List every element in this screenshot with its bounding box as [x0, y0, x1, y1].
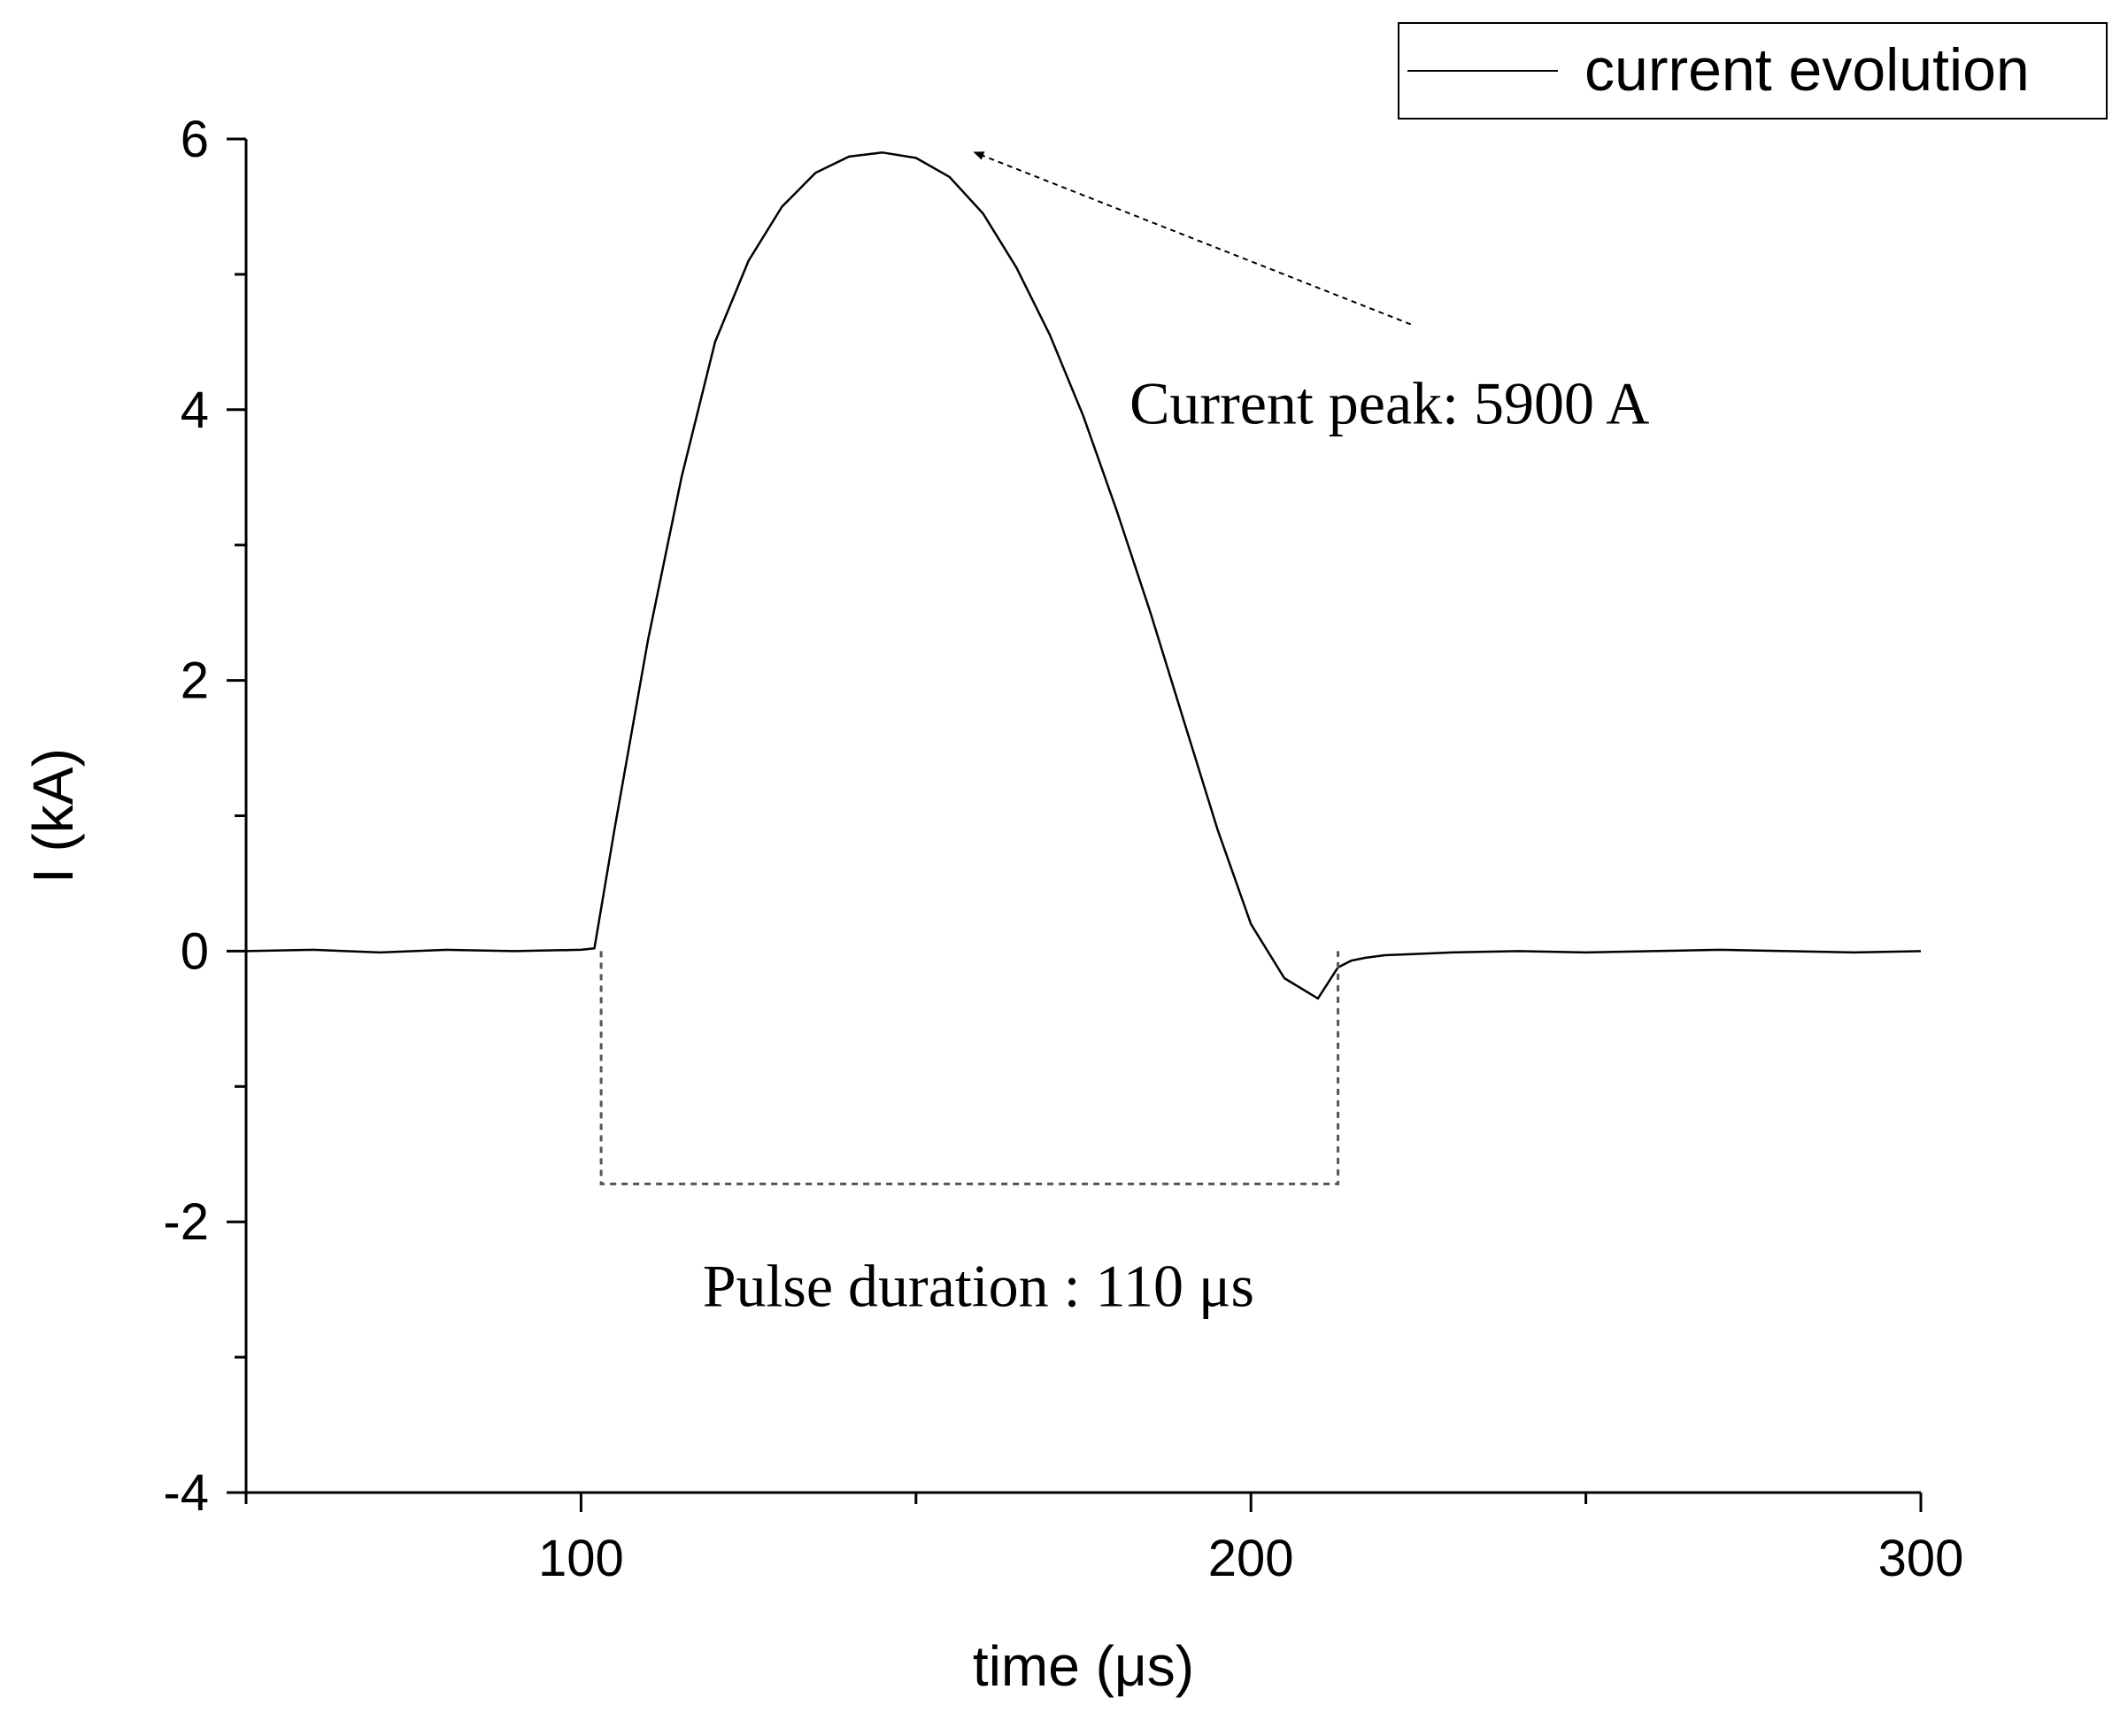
series-line-current-evolution [245, 151, 1922, 1000]
y-tick-label: 6 [181, 111, 209, 168]
y-tick-label: 0 [181, 922, 209, 980]
y-tick-label: 2 [181, 652, 209, 710]
legend-label-current-evolution: current evolution [1584, 36, 2030, 104]
annotation-pulse-duration: Pulse duration : 110 μs [599, 951, 1340, 1320]
x-tick-label: 200 [1208, 1530, 1294, 1587]
x-tick-label: 300 [1878, 1530, 1964, 1587]
series-group [245, 151, 1922, 1000]
y-tick-label: 4 [181, 382, 209, 439]
y-tick-label: -2 [163, 1193, 209, 1251]
legend: current evolution [1398, 22, 2108, 120]
y-axis-ticks: -4 -2 0 2 4 6 [163, 111, 246, 1522]
duration-bracket [599, 951, 1340, 1185]
annotation-current-peak: Current peak: 5900 A [973, 151, 1649, 436]
duration-annotation-text: Pulse duration : 110 μs [703, 1253, 1254, 1320]
y-axis-label: I (kA) [21, 748, 85, 883]
peak-arrow [973, 151, 1412, 326]
x-axis-label: time (μs) [973, 1634, 1194, 1698]
x-axis-ticks: 100 200 300 [244, 1493, 1964, 1587]
y-tick-label: -4 [163, 1464, 209, 1522]
peak-annotation-text: Current peak: 5900 A [1129, 369, 1649, 436]
x-tick-label: 100 [538, 1530, 624, 1587]
